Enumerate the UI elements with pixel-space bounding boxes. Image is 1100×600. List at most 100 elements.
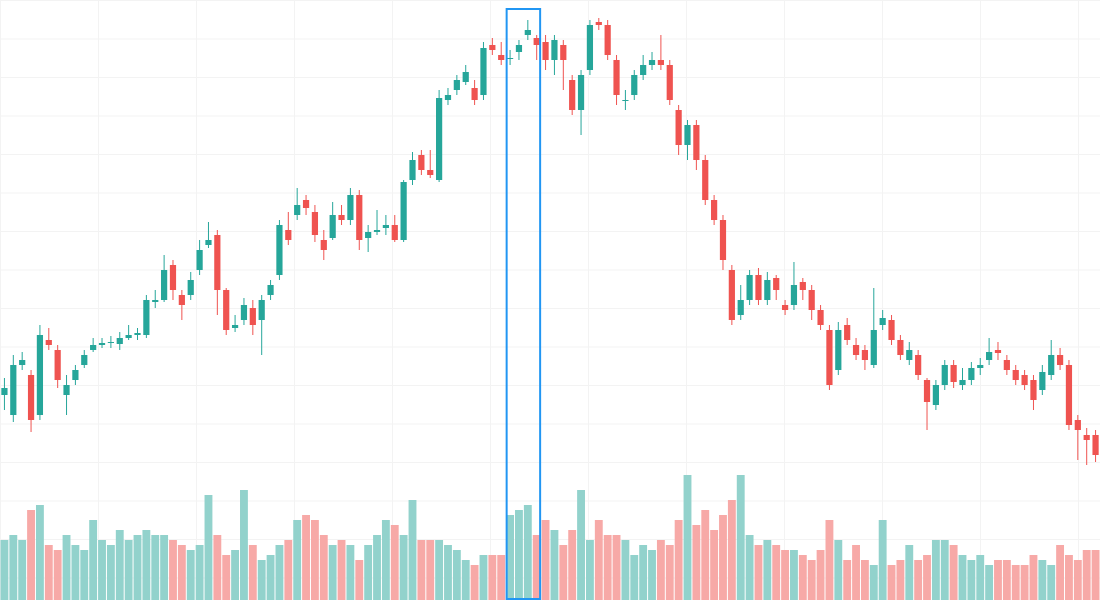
candle-body [436,98,443,180]
candle-body [897,340,904,355]
volume-bar [994,560,1002,600]
volume-bar [204,495,213,600]
candle-body [480,48,487,95]
volume-bar [1011,565,1020,600]
volume-bar [940,540,949,600]
candle-body [347,195,354,220]
candle-body [116,338,123,344]
selection-box [505,8,542,600]
volume-bar [639,545,648,600]
volume-bar [381,520,390,600]
candle-body [657,60,664,65]
volume-bar [186,550,195,600]
candle-body [285,230,292,240]
volume-bar [373,535,381,600]
candle-body [373,230,381,232]
candle-body [27,375,35,420]
candle-body [675,110,682,145]
candle-body [125,335,132,338]
candle-body [444,95,452,100]
candle-body [471,88,478,100]
candle-body [231,325,239,328]
candle-body [790,285,798,305]
candle-body [764,280,771,300]
candle-body [1039,372,1046,390]
candle-body [542,42,549,60]
volume-bar [470,565,479,600]
volume-bar [506,515,515,600]
volume-bar [523,505,532,600]
candle-body [187,280,194,295]
volume-bar [1056,545,1065,600]
volume-bar [1065,555,1073,600]
candle-body [302,200,310,208]
volume-bar [905,545,914,600]
candle-body [267,285,274,295]
candle-body [577,75,585,110]
candle-body [214,235,221,290]
candle-body [498,55,505,60]
candle-body [994,350,1002,353]
volume-bar [222,555,231,600]
candle-body [453,80,460,90]
candle-body [569,80,576,110]
candle-body [941,365,948,385]
volume-bar [887,565,896,600]
volume-bar [310,520,319,600]
candle-body [835,330,842,370]
volume-bar [843,560,852,600]
candle-body [533,38,540,45]
candle-body [90,345,97,350]
volume-bar [541,520,550,600]
candle-body [249,308,256,325]
volume-bar [80,550,89,600]
candle-body [852,345,860,355]
candle-body [551,40,558,60]
volume-bar [594,520,603,600]
candle-body [604,25,611,55]
volume-bar [1029,555,1038,600]
volume-bar [266,555,275,600]
candle-body [1083,435,1090,440]
candle-body [968,368,975,380]
candle-body [648,60,656,65]
candle-body [152,300,159,302]
volume-bar [931,540,940,600]
volume-bar [89,520,98,600]
volume-bar [337,540,346,600]
candle-body [161,270,168,300]
candle-body [107,342,114,343]
volume-bar [985,565,994,600]
candle-body [294,205,301,215]
volume-bar [169,540,177,600]
volume-bar [603,535,612,600]
candle-body [258,300,265,320]
candle-body [1056,355,1064,365]
candle-body [870,330,877,365]
candle-body [861,350,869,360]
volume-bar [461,560,470,600]
candle-body [524,30,531,35]
volume-bar [124,540,133,600]
volume-bar [967,560,976,600]
volume-bar [106,545,115,600]
candle-body [143,300,150,335]
volume-bar [692,525,701,600]
candle-body [356,195,363,240]
volume-bar [319,535,328,600]
volume-bar [798,555,807,600]
candle-body [693,125,700,160]
candle-body [586,25,594,70]
volume-bar [754,545,763,600]
volume-bar [825,520,834,600]
candle-body [134,333,141,335]
volume-bar [781,550,790,600]
volume-bar [701,510,710,600]
candle-body [773,278,780,290]
candle-body [1065,365,1073,425]
volume-bar [302,515,310,600]
volume-bar [231,550,240,600]
volume-bar [914,560,923,600]
candle-body [1021,375,1028,385]
volume-bar [452,550,461,600]
